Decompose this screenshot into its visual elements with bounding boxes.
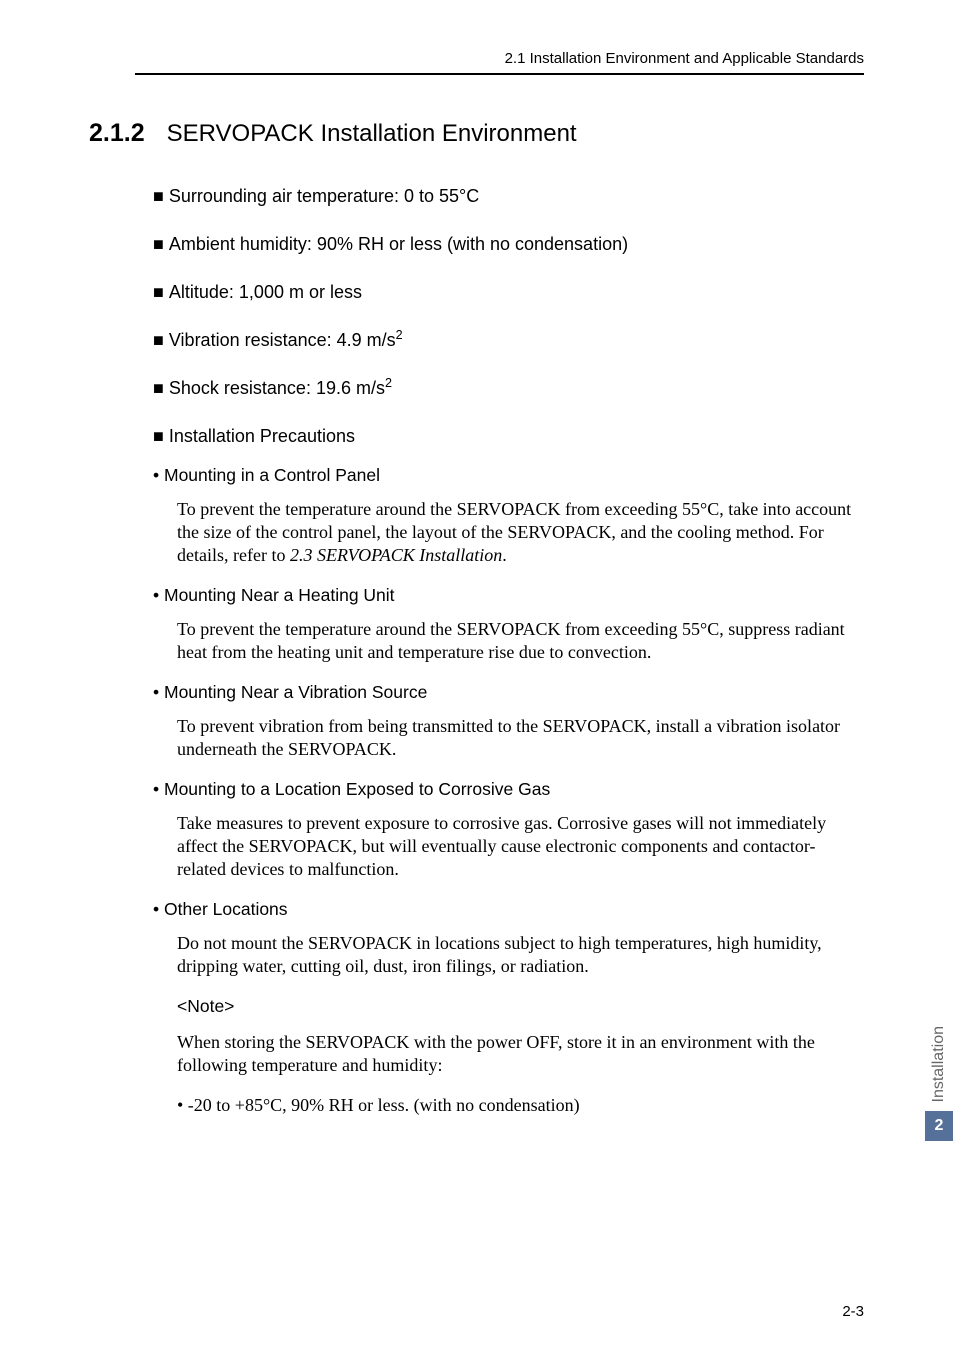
section-heading: 2.1.2 SERVOPACK Installation Environment	[89, 119, 864, 148]
spec-text: Shock resistance: 19.6 m/s	[169, 378, 385, 398]
spec-text: Ambient humidity: 90% RH or less (with n…	[169, 234, 628, 254]
storage-condition: • -20 to +85°C, 90% RH or less. (with no…	[177, 1095, 864, 1116]
precaution-title-text: Mounting to a Location Exposed to Corros…	[164, 779, 550, 799]
square-bullet-icon: ■	[153, 234, 169, 254]
spec-item: ■ Vibration resistance: 4.9 m/s2	[153, 330, 864, 351]
precaution-body: Do not mount the SERVOPACK in locations …	[177, 932, 864, 978]
precautions-heading-text: Installation Precautions	[169, 426, 355, 446]
precaution-block: • Mounting in a Control Panel To prevent…	[153, 465, 864, 567]
square-bullet-icon: ■	[153, 426, 169, 446]
note-body: When storing the SERVOPACK with the powe…	[177, 1031, 864, 1077]
precaution-title: • Mounting to a Location Exposed to Corr…	[153, 779, 864, 800]
body-pre: To prevent vibration from being transmit…	[177, 716, 840, 759]
body-pre: To prevent the temperature around the SE…	[177, 619, 845, 662]
spec-item: ■ Ambient humidity: 90% RH or less (with…	[153, 234, 864, 255]
spec-sup: 2	[396, 328, 403, 342]
spec-text: Vibration resistance: 4.9 m/s	[169, 330, 396, 350]
spec-text: Altitude: 1,000 m or less	[169, 282, 362, 302]
body-post: .	[502, 545, 507, 565]
square-bullet-icon: ■	[153, 378, 169, 398]
precaution-title: • Mounting in a Control Panel	[153, 465, 864, 486]
precaution-title-text: Mounting Near a Heating Unit	[164, 585, 395, 605]
precaution-body: Take measures to prevent exposure to cor…	[177, 812, 864, 881]
chapter-side-tab: Installation 2	[924, 1018, 954, 1141]
precaution-title-text: Mounting in a Control Panel	[164, 465, 380, 485]
body-italic: 2.3 SERVOPACK Installation	[290, 545, 502, 565]
precaution-title: • Mounting Near a Vibration Source	[153, 682, 864, 703]
section-title: SERVOPACK Installation Environment	[167, 120, 577, 148]
body-pre: Take measures to prevent exposure to cor…	[177, 813, 826, 879]
square-bullet-icon: ■	[153, 330, 169, 350]
spec-item: ■ Shock resistance: 19.6 m/s2	[153, 378, 864, 399]
precaution-block: • Mounting Near a Heating Unit To preven…	[153, 585, 864, 664]
precaution-block: • Mounting Near a Vibration Source To pr…	[153, 682, 864, 761]
running-header: 2.1 Installation Environment and Applica…	[135, 50, 864, 75]
precaution-body: To prevent the temperature around the SE…	[177, 498, 864, 567]
precautions-heading: ■ Installation Precautions	[153, 426, 864, 447]
spec-item: ■ Altitude: 1,000 m or less	[153, 282, 864, 303]
page-container: 2.1 Installation Environment and Applica…	[0, 0, 954, 1352]
note-label: <Note>	[177, 996, 864, 1017]
precaution-title-text: Mounting Near a Vibration Source	[164, 682, 427, 702]
precaution-block: • Other Locations Do not mount the SERVO…	[153, 899, 864, 978]
precaution-body: To prevent the temperature around the SE…	[177, 618, 864, 664]
precaution-title-text: Other Locations	[164, 899, 288, 919]
body-pre: To prevent the temperature around the SE…	[177, 499, 851, 565]
square-bullet-icon: ■	[153, 186, 169, 206]
spec-item: ■ Surrounding air temperature: 0 to 55°C	[153, 186, 864, 207]
precaution-block: • Mounting to a Location Exposed to Corr…	[153, 779, 864, 881]
spec-sup: 2	[385, 376, 392, 390]
precaution-body: To prevent vibration from being transmit…	[177, 715, 864, 761]
spec-text: Surrounding air temperature: 0 to 55°C	[169, 186, 479, 206]
section-number: 2.1.2	[89, 119, 145, 148]
square-bullet-icon: ■	[153, 282, 169, 302]
body-pre: Do not mount the SERVOPACK in locations …	[177, 933, 822, 976]
precaution-title: • Other Locations	[153, 899, 864, 920]
page-number: 2-3	[842, 1303, 864, 1320]
side-tab-chapter-number: 2	[925, 1111, 953, 1141]
precaution-title: • Mounting Near a Heating Unit	[153, 585, 864, 606]
content-body: ■ Surrounding air temperature: 0 to 55°C…	[153, 186, 864, 1116]
side-tab-label: Installation	[924, 1018, 954, 1111]
